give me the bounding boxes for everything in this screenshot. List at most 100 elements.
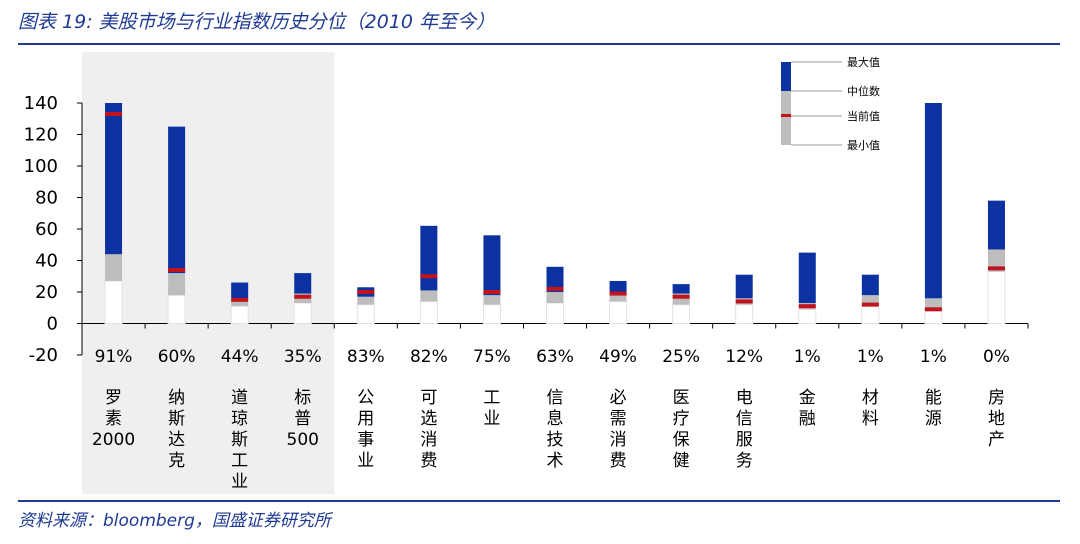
bar-min-segment <box>924 308 943 325</box>
bar-min-segment <box>672 304 691 325</box>
bar-max-segment <box>798 252 816 304</box>
category-label: 工 <box>231 451 248 471</box>
category-label: 信 <box>547 388 564 408</box>
percentile-label: 0% <box>983 347 1010 367</box>
category-label: 用 <box>357 409 374 429</box>
bar-median-segment <box>861 295 879 307</box>
category-label: 能 <box>925 388 942 408</box>
category-label: 信 <box>736 409 753 429</box>
current-value-marker <box>231 297 249 302</box>
bar-max-segment <box>105 103 123 255</box>
percentile-label: 1% <box>794 347 821 367</box>
bar-max-segment <box>672 284 690 294</box>
percentile-label: 63% <box>536 347 574 367</box>
category-label: 标 <box>294 388 311 408</box>
current-value-marker <box>861 302 879 307</box>
category-label: 斯 <box>168 409 185 429</box>
y-tick-label: 100 <box>24 156 58 177</box>
current-value-marker <box>546 286 564 291</box>
bar-min-segment <box>987 271 1006 324</box>
bar-max-segment <box>609 280 627 294</box>
bar-median-segment <box>483 295 501 305</box>
bar-min-segment <box>356 304 375 325</box>
category-label: 必 <box>610 388 627 408</box>
current-value-marker <box>483 290 501 294</box>
current-value-marker <box>609 291 627 296</box>
y-tick-label: 40 <box>35 251 58 272</box>
category-label: 保 <box>673 430 690 450</box>
legend-max-swatch <box>781 62 791 91</box>
legend-current-label: 当前值 <box>847 109 880 123</box>
top-rule <box>18 43 1060 45</box>
current-value-marker <box>357 290 375 294</box>
category-label: 房 <box>988 388 1005 408</box>
category-label: 达 <box>168 430 185 450</box>
bar-max-segment <box>294 273 312 294</box>
bar-min-segment <box>798 308 817 325</box>
legend-max-label: 最大值 <box>847 55 880 69</box>
category-label: 罗 <box>105 388 122 408</box>
bar-median-segment <box>987 249 1005 272</box>
category-label: 500 <box>287 430 319 450</box>
legend-median-label: 中位数 <box>847 84 880 98</box>
bar-median-segment <box>420 290 438 302</box>
bar-median-segment <box>546 292 564 304</box>
category-label: 服 <box>736 430 753 450</box>
bar-median-segment <box>168 273 186 296</box>
bottom-rule <box>18 500 1060 502</box>
bar-min-segment <box>735 304 754 325</box>
bar-min-segment <box>293 302 312 324</box>
category-label: 工 <box>483 388 500 408</box>
percentile-label: 83% <box>347 347 385 367</box>
category-label: 医 <box>673 388 690 408</box>
category-label: 道 <box>231 388 248 408</box>
bar-max-segment <box>546 266 564 292</box>
current-value-marker <box>294 294 312 299</box>
bar-median-segment <box>672 293 690 305</box>
category-label: 术 <box>547 451 564 471</box>
category-label: 息 <box>547 409 564 429</box>
category-label: 公 <box>357 388 374 408</box>
bar-min-segment <box>230 305 249 324</box>
category-label: 费 <box>610 451 627 471</box>
category-label: 素 <box>105 409 122 429</box>
category-label: 业 <box>357 451 374 471</box>
category-label: 可 <box>420 388 437 408</box>
category-label: 技 <box>547 430 564 450</box>
y-tick-label: 120 <box>24 125 58 146</box>
category-label: 业 <box>483 409 500 429</box>
bar-max-segment <box>483 235 501 296</box>
bar-min-segment <box>419 300 438 325</box>
percentile-label: 1% <box>857 347 884 367</box>
percentile-label: 12% <box>725 347 763 367</box>
bar-min-segment <box>861 305 880 324</box>
category-label: 务 <box>736 451 753 471</box>
category-label: 费 <box>420 451 437 471</box>
category-label: 消 <box>420 430 437 450</box>
bar-min-segment <box>104 280 123 325</box>
y-tick-label: 20 <box>35 282 58 303</box>
bar-median-segment <box>924 298 942 310</box>
y-tick-label: 80 <box>35 188 58 209</box>
current-value-marker <box>105 112 123 117</box>
category-label: 料 <box>862 409 879 429</box>
category-label: 产 <box>988 430 1005 450</box>
percentile-label: 49% <box>599 347 637 367</box>
current-value-marker <box>420 274 438 279</box>
bar-max-segment <box>924 103 942 299</box>
current-value-marker <box>672 294 690 299</box>
category-label: 普 <box>294 409 311 429</box>
y-tick-label: 140 <box>24 93 58 114</box>
category-label: 需 <box>610 409 627 429</box>
category-label: 消 <box>610 430 627 450</box>
bar-median-segment <box>231 298 249 307</box>
y-tick-label: 60 <box>35 219 58 240</box>
source-note: 资料来源：bloomberg，国盛证券研究所 <box>18 511 331 531</box>
y-tick-label: -20 <box>29 345 58 366</box>
y-tick-label: 0 <box>47 314 58 335</box>
category-label: 融 <box>799 409 816 429</box>
percentile-label: 25% <box>662 347 700 367</box>
bar-median-segment <box>357 296 375 305</box>
category-label: 源 <box>925 409 942 429</box>
